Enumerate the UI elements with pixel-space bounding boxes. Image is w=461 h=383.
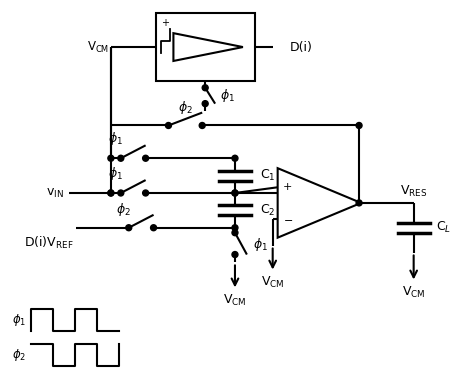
Text: V$_{\mathregular{CM}}$: V$_{\mathregular{CM}}$ bbox=[261, 275, 284, 290]
Circle shape bbox=[202, 85, 208, 91]
Circle shape bbox=[142, 190, 148, 196]
Text: $\phi_1$: $\phi_1$ bbox=[108, 165, 124, 182]
Text: $\phi_2$: $\phi_2$ bbox=[116, 201, 131, 218]
Circle shape bbox=[232, 225, 238, 231]
Text: V$_{\mathregular{RES}}$: V$_{\mathregular{RES}}$ bbox=[400, 183, 427, 198]
Circle shape bbox=[232, 252, 238, 257]
Circle shape bbox=[356, 123, 362, 128]
Text: $\phi_1$: $\phi_1$ bbox=[220, 87, 235, 104]
Circle shape bbox=[118, 155, 124, 161]
Text: D(i)V$_{\mathregular{REF}}$: D(i)V$_{\mathregular{REF}}$ bbox=[24, 234, 73, 251]
Circle shape bbox=[199, 123, 205, 128]
Text: $\phi_1$: $\phi_1$ bbox=[253, 236, 268, 253]
Text: V$_{\mathregular{CM}}$: V$_{\mathregular{CM}}$ bbox=[87, 39, 109, 55]
Circle shape bbox=[108, 190, 114, 196]
Text: +: + bbox=[283, 182, 292, 192]
Text: D(i): D(i) bbox=[290, 41, 313, 54]
Circle shape bbox=[356, 200, 362, 206]
Text: $\phi_1$: $\phi_1$ bbox=[12, 312, 26, 328]
Text: V$_{\mathregular{CM}}$: V$_{\mathregular{CM}}$ bbox=[223, 293, 247, 308]
Circle shape bbox=[151, 225, 157, 231]
Circle shape bbox=[108, 190, 114, 196]
Circle shape bbox=[108, 155, 114, 161]
Circle shape bbox=[232, 190, 238, 196]
Circle shape bbox=[118, 190, 124, 196]
Circle shape bbox=[126, 225, 132, 231]
Circle shape bbox=[165, 123, 171, 128]
Circle shape bbox=[232, 190, 238, 196]
Text: $\phi_2$: $\phi_2$ bbox=[178, 99, 193, 116]
Text: $-$: $-$ bbox=[283, 214, 293, 224]
Text: +: + bbox=[161, 18, 170, 28]
Text: C$_L$: C$_L$ bbox=[436, 220, 451, 235]
Text: $\phi_1$: $\phi_1$ bbox=[108, 130, 124, 147]
Text: v$_{\mathregular{IN}}$: v$_{\mathregular{IN}}$ bbox=[47, 187, 64, 200]
Bar bbox=[155, 13, 255, 81]
Circle shape bbox=[232, 230, 238, 236]
Text: C$_2$: C$_2$ bbox=[260, 203, 275, 218]
Text: V$_{\mathregular{CM}}$: V$_{\mathregular{CM}}$ bbox=[402, 285, 426, 300]
Circle shape bbox=[232, 155, 238, 161]
Text: $\phi_2$: $\phi_2$ bbox=[12, 347, 26, 363]
Circle shape bbox=[202, 101, 208, 106]
Circle shape bbox=[142, 155, 148, 161]
Text: C$_1$: C$_1$ bbox=[260, 168, 275, 183]
